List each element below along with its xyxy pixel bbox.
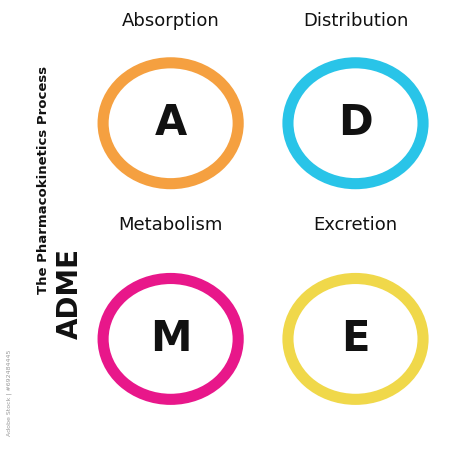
Text: Adobe Stock | #692484445: Adobe Stock | #692484445 bbox=[6, 350, 12, 436]
Text: Excretion: Excretion bbox=[313, 216, 398, 234]
Text: The Pharmacokinetics Process: The Pharmacokinetics Process bbox=[37, 66, 50, 294]
Text: D: D bbox=[338, 102, 373, 144]
Text: Distribution: Distribution bbox=[303, 12, 408, 30]
Text: M: M bbox=[150, 318, 191, 360]
Text: Absorption: Absorption bbox=[122, 12, 219, 30]
Text: ADME: ADME bbox=[56, 248, 84, 339]
Text: Metabolism: Metabolism bbox=[118, 216, 223, 234]
Text: A: A bbox=[155, 102, 187, 144]
Text: E: E bbox=[341, 318, 370, 360]
